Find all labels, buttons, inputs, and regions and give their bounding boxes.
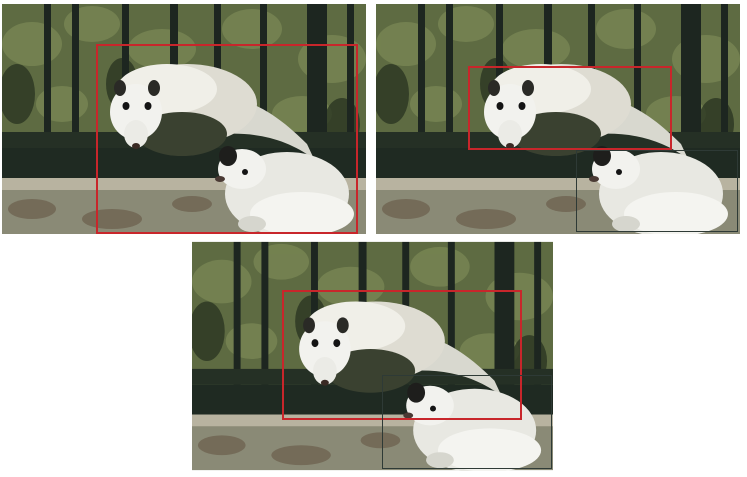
opossum-photo (2, 4, 366, 234)
opossum-photo (192, 241, 553, 471)
image-panel-2 (376, 4, 740, 234)
image-panel-1 (2, 4, 366, 234)
opossum-photo (376, 4, 740, 234)
image-panel-3 (192, 241, 553, 471)
